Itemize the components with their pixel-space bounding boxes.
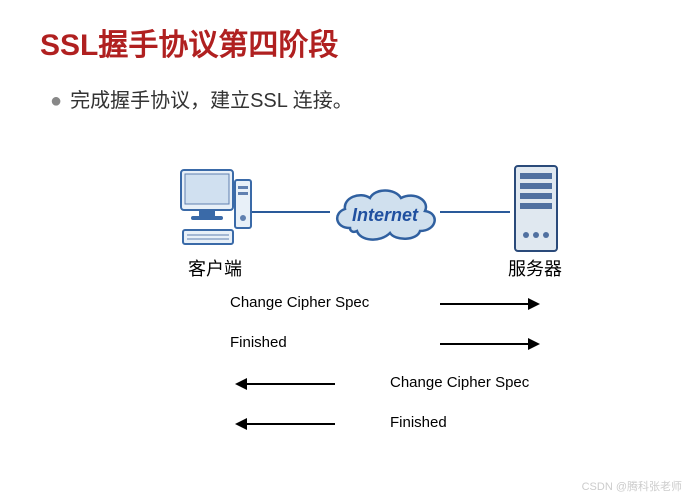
network-diagram: Internet 客户端 服务器 Change Cipher Spec Finis…: [40, 163, 654, 463]
arrow-head-2: [235, 378, 247, 390]
client-icon: [175, 168, 255, 258]
msg-label-3: Finished: [390, 414, 447, 431]
msg-label-1: Finished: [230, 334, 287, 351]
arrow-line-1: [440, 343, 530, 345]
bullet-icon: ●: [50, 90, 62, 112]
arrow-head-1: [528, 338, 540, 350]
client-label: 客户端: [180, 255, 250, 281]
server-label: 服务器: [500, 255, 570, 281]
arrow-line-0: [440, 303, 530, 305]
internet-cloud: Internet: [325, 183, 445, 253]
msg-label-0: Change Cipher Spec: [230, 294, 369, 311]
watermark: CSDN @腾科张老师: [582, 478, 682, 494]
arrow-line-2: [245, 383, 335, 385]
internet-label-text: Internet: [352, 205, 419, 225]
slide-body: ● 完成握手协议，建立SSL 连接。: [50, 84, 654, 113]
arrow-head-3: [235, 418, 247, 430]
slide-title: SSL握手协议第四阶段: [40, 20, 654, 64]
msg-label-2: Change Cipher Spec: [390, 374, 529, 391]
arrow-line-3: [245, 423, 335, 425]
conn-line-right: [440, 211, 510, 213]
arrow-head-0: [528, 298, 540, 310]
server-icon: [510, 163, 565, 263]
body-text-content: 完成握手协议，建立SSL 连接。: [70, 90, 353, 112]
conn-line-left: [250, 211, 330, 213]
